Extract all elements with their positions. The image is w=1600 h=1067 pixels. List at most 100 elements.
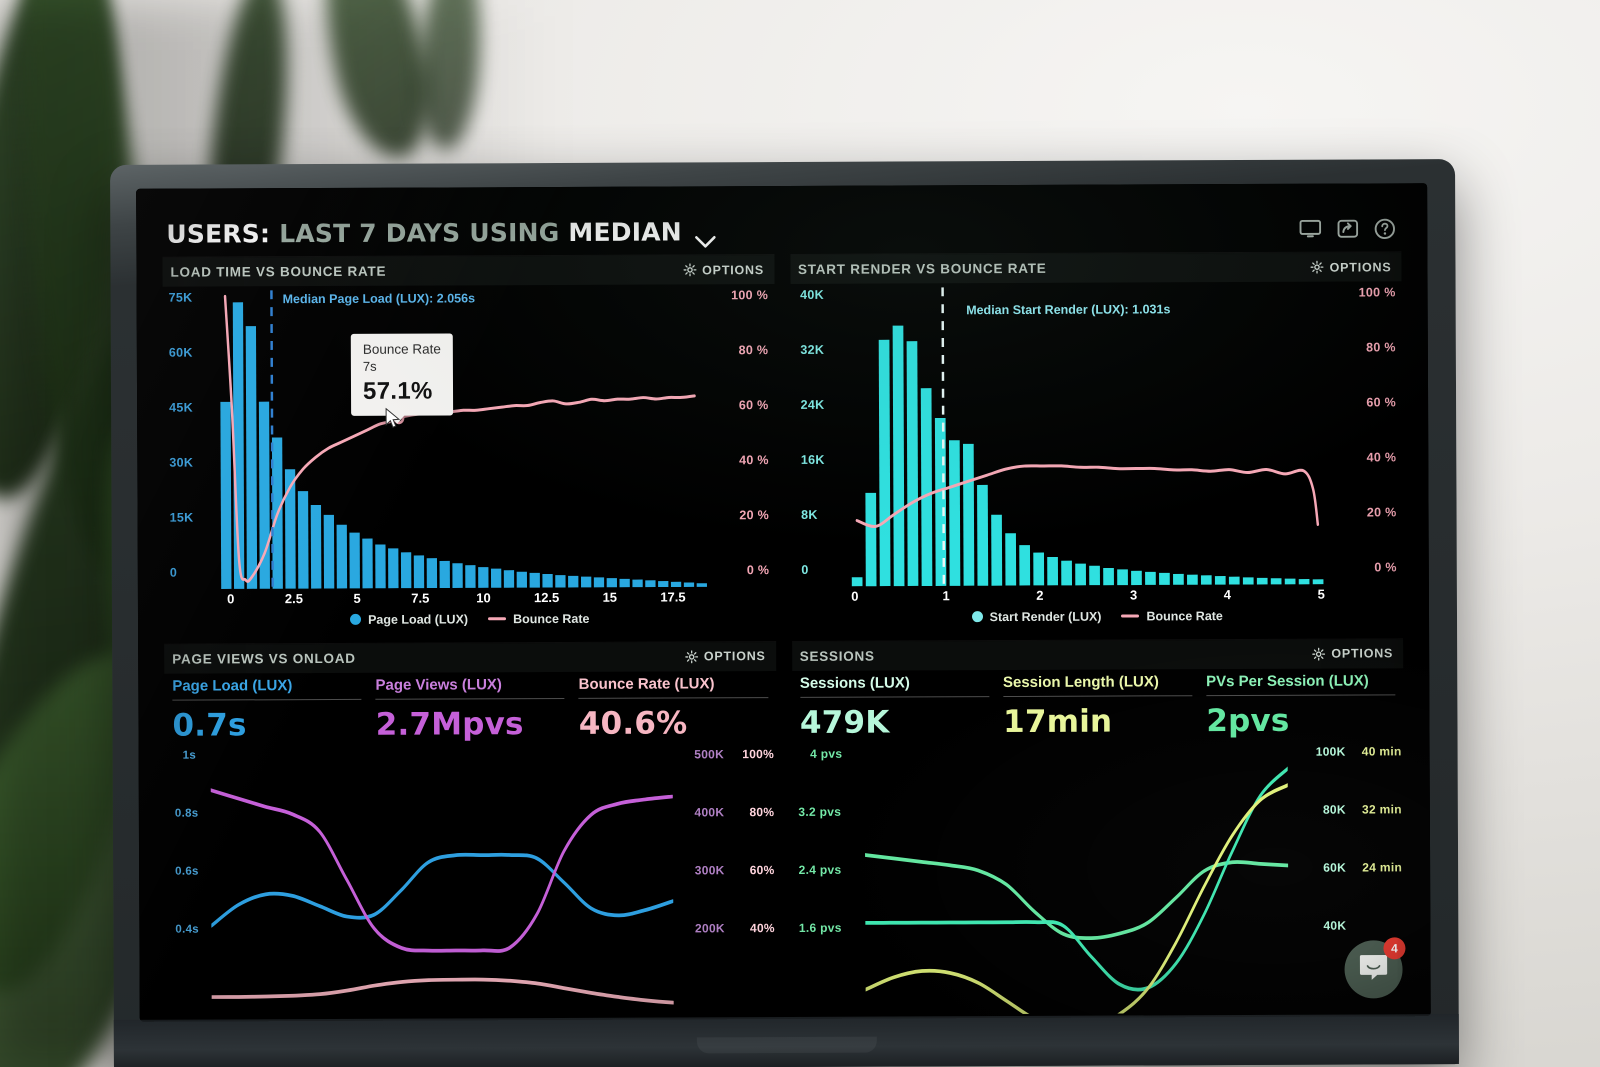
y-tick: 2.4 pvs xyxy=(798,862,842,877)
y3-tick: 60% xyxy=(749,862,775,877)
x-tick: 12.5 xyxy=(533,589,560,605)
gear-icon xyxy=(683,263,697,277)
header-icon-group xyxy=(1299,218,1395,239)
y2-tick: 500K xyxy=(694,746,725,761)
kpi-page-load: Page Load (LUX) 0.7s xyxy=(172,676,362,744)
y2-tick: 100 % xyxy=(1358,285,1396,300)
legend-label: Bounce Rate xyxy=(513,611,590,626)
chevron-down-icon[interactable] xyxy=(694,225,716,248)
laptop-device: USERS: LAST 7 DAYS USING MEDIAN xyxy=(110,159,1459,1067)
y-axis-right: 500K 400K 300K 200K 100% 80% 60% 40% xyxy=(672,741,777,1016)
y3-tick: 40% xyxy=(749,920,775,935)
x-tick: 0 xyxy=(227,590,235,606)
panel-page-views-vs-onload: PAGE VIEWS VS ONLOAD OPTIONS Page Load (… xyxy=(164,640,778,1018)
monitor-icon[interactable] xyxy=(1299,219,1322,238)
chat-bubble-icon xyxy=(1358,953,1388,986)
legend-item[interactable]: Start Render (LUX) xyxy=(971,609,1102,624)
chart-legend: Page Load (LUX) Bounce Rate xyxy=(164,607,776,632)
kpi-label: Bounce Rate (LUX) xyxy=(578,674,715,693)
y-tick: 16K xyxy=(800,452,825,467)
legend-label: Bounce Rate xyxy=(1146,608,1223,623)
kpi-value: 40.6% xyxy=(578,704,688,742)
plot-canvas xyxy=(864,748,1289,1015)
kpi-value: 2pvs xyxy=(1206,702,1290,739)
y-tick: 40K xyxy=(800,287,824,302)
help-icon[interactable] xyxy=(1374,218,1395,239)
y2-tick: 300K xyxy=(694,862,725,877)
y-axis-left: 4 pvs 3.2 pvs 2.4 pvs 1.6 pvs xyxy=(792,740,865,1015)
legend-item[interactable]: Bounce Rate xyxy=(488,611,590,626)
y3-tick: 24 min xyxy=(1362,859,1403,874)
kpi-label: Sessions (LUX) xyxy=(799,673,910,692)
title-aggregation: MEDIAN xyxy=(568,216,682,247)
x-tick: 15 xyxy=(602,589,618,605)
legend-line-icon xyxy=(1121,614,1140,618)
gear-icon xyxy=(684,649,698,663)
y-tick: 3.2 pvs xyxy=(798,804,842,819)
kpi-page-views: Page Views (LUX) 2.7Mpvs xyxy=(375,675,565,743)
kpi-label: Session Length (LUX) xyxy=(1002,672,1159,691)
y-axis-left: 75K 60K 45K 30K 15K 0 xyxy=(163,286,227,631)
y2-tick: 40 % xyxy=(739,453,769,468)
y-tick: 0 xyxy=(169,565,178,580)
tooltip-sub: 7s xyxy=(362,358,377,374)
panel-header: START RENDER VS BOUNCE RATE OPTIONS xyxy=(789,252,1402,284)
options-button[interactable]: OPTIONS xyxy=(683,263,764,277)
y2-tick: 0 % xyxy=(746,563,770,578)
page-title[interactable]: USERS: LAST 7 DAYS USING MEDIAN xyxy=(166,217,716,248)
kpi-value: 2.7Mpvs xyxy=(375,705,524,743)
panel-grid: LOAD TIME VS BOUNCE RATE OPTIONS xyxy=(162,251,1405,1018)
legend-label: Start Render (LUX) xyxy=(989,609,1102,624)
y-axis-right: 100 % 80 % 60 % 40 % 20 % 0 % xyxy=(712,284,776,629)
y3-tick: 40 min xyxy=(1361,743,1402,758)
panel-title: LOAD TIME VS BOUNCE RATE xyxy=(170,263,387,280)
legend-item[interactable]: Bounce Rate xyxy=(1121,608,1223,623)
y-axis-left: 40K 32K 24K 16K 8K 0 xyxy=(790,284,854,629)
y-tick: 8K xyxy=(801,507,818,522)
intercom-chat-button[interactable]: 4 xyxy=(1344,937,1406,999)
chart-area: 4 pvs 3.2 pvs 2.4 pvs 1.6 pvs 100K 80K 6… xyxy=(792,738,1405,1015)
x-tick: 5 xyxy=(353,590,361,606)
x-tick: 4 xyxy=(1223,586,1232,602)
screen-bezel: USERS: LAST 7 DAYS USING MEDIAN xyxy=(136,183,1431,1022)
y2-tick: 40K xyxy=(1323,918,1347,933)
kpi-bounce-rate: Bounce Rate (LUX) 40.6% xyxy=(578,674,768,742)
chart-area: 1s 0.8s 0.6s 0.4s 500K 400K 300K 200K 10… xyxy=(165,741,778,1018)
panel-header: LOAD TIME VS BOUNCE RATE OPTIONS xyxy=(162,255,775,287)
plot-canvas xyxy=(846,286,1341,587)
y2-tick: 100K xyxy=(1315,744,1346,759)
chart-area: 40K 32K 24K 16K 8K 0 100 % 80 % 60 % xyxy=(790,281,1403,628)
legend-label: Page Load (LUX) xyxy=(368,611,469,627)
kpi-label: PVs Per Session (LUX) xyxy=(1206,671,1369,690)
options-label: OPTIONS xyxy=(1331,646,1394,661)
y-tick: 0.6s xyxy=(175,865,199,878)
panel-header: SESSIONS OPTIONS xyxy=(791,638,1404,671)
panel-load-time-vs-bounce-rate: LOAD TIME VS BOUNCE RATE OPTIONS xyxy=(162,254,776,632)
legend-item[interactable]: Page Load (LUX) xyxy=(350,612,468,627)
panel-title: START RENDER VS BOUNCE RATE xyxy=(797,260,1047,277)
x-tick: 0 xyxy=(851,588,859,604)
y-tick: 0.4s xyxy=(175,923,199,936)
y-tick: 1.6 pvs xyxy=(798,920,842,935)
mouse-cursor-icon xyxy=(385,407,403,430)
y2-tick: 20 % xyxy=(1366,505,1397,520)
y-tick: 30K xyxy=(169,455,194,470)
x-tick: 2.5 xyxy=(284,590,304,606)
options-label: OPTIONS xyxy=(1329,259,1392,275)
y2-tick: 100 % xyxy=(731,288,769,303)
y2-tick: 80 % xyxy=(738,343,769,358)
options-label: OPTIONS xyxy=(703,649,766,664)
panel-sessions: SESSIONS OPTIONS Sessions (LUX) xyxy=(791,637,1405,1015)
panel-header: PAGE VIEWS VS ONLOAD OPTIONS xyxy=(164,641,776,674)
options-button[interactable]: OPTIONS xyxy=(1310,259,1392,275)
options-button[interactable]: OPTIONS xyxy=(1312,646,1394,661)
options-button[interactable]: OPTIONS xyxy=(684,649,766,664)
kpi-value: 17min xyxy=(1003,703,1113,740)
x-tick: 2 xyxy=(1036,587,1044,603)
x-tick: 7.5 xyxy=(411,590,430,606)
x-tick: 3 xyxy=(1129,586,1138,602)
kpi-row: Page Load (LUX) 0.7s Page Views (LUX) 2.… xyxy=(164,671,776,744)
share-icon[interactable] xyxy=(1337,218,1359,238)
kpi-value: 0.7s xyxy=(172,706,247,744)
panel-start-render-vs-bounce-rate: START RENDER VS BOUNCE RATE OPTIONS 40K xyxy=(789,251,1404,629)
